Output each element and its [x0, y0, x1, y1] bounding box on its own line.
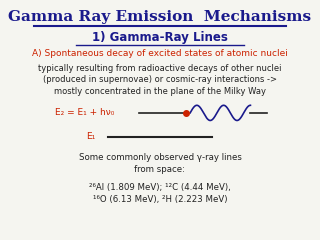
Text: 1) Gamma-Ray Lines: 1) Gamma-Ray Lines	[92, 31, 228, 44]
Text: ²⁶Al (1.809 MeV); ¹²C (4.44 MeV),
¹⁶O (6.13 MeV), ²H (2.223 MeV): ²⁶Al (1.809 MeV); ¹²C (4.44 MeV), ¹⁶O (6…	[89, 183, 231, 204]
Text: E₁: E₁	[87, 132, 96, 141]
Text: Gamma Ray Emission  Mechanisms: Gamma Ray Emission Mechanisms	[8, 10, 312, 24]
Text: typically resulting from radioactive decays of other nuclei
(produced in superno: typically resulting from radioactive dec…	[38, 64, 282, 96]
Text: E₂ = E₁ + hν₀: E₂ = E₁ + hν₀	[55, 108, 115, 117]
Text: Some commonly observed γ-ray lines
from space:: Some commonly observed γ-ray lines from …	[79, 153, 241, 174]
Text: A) Spontaneous decay of excited states of atomic nuclei: A) Spontaneous decay of excited states o…	[32, 49, 288, 58]
